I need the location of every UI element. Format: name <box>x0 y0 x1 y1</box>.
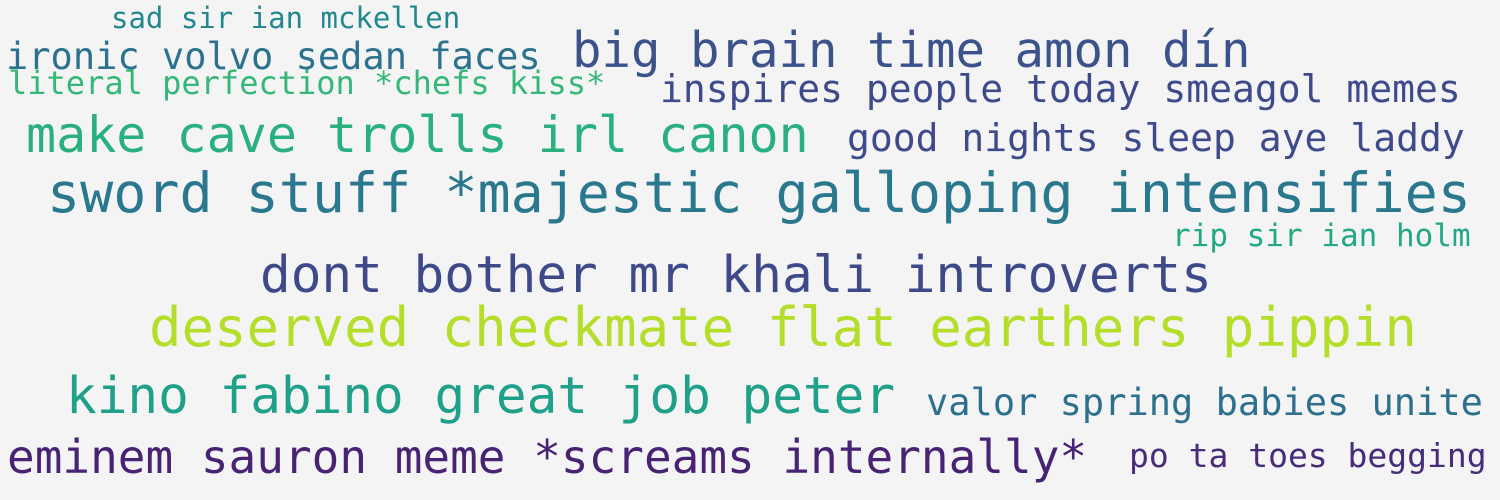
word-big-brain-time-amon-din: big brain time amon dín <box>572 22 1251 79</box>
word-deserved-checkmate: deserved checkmate flat earthers pippin <box>149 296 1417 359</box>
word-po-ta-toes-begging: po ta toes begging <box>1129 436 1487 475</box>
word-inspires-people-today: inspires people today smeagol memes <box>660 67 1461 111</box>
word-sword-stuff: sword stuff *majestic galloping intensif… <box>47 161 1471 225</box>
word-literal-perfection: literal perfection *chefs kiss* <box>8 64 606 102</box>
word-good-nights-sleep: good nights sleep aye laddy <box>847 116 1465 160</box>
word-kino-fabino: kino fabino great job peter <box>66 367 896 426</box>
word-dont-bother-mr-khali: dont bother mr khali introverts <box>260 246 1212 305</box>
word-eminem-sauron-meme: eminem sauron meme *screams internally* <box>7 430 1088 484</box>
word-sad-sir-ian-mckellen: sad sir ian mckellen <box>111 1 461 35</box>
word-valor-spring-babies: valor spring babies unite <box>926 381 1483 424</box>
word-make-cave-trolls: make cave trolls irl canon <box>26 106 809 164</box>
word-ironic-volvo-sedan-faces: ironic volvo sedan faces <box>6 35 541 78</box>
word-rip-sir-ian-holm: rip sir ian holm <box>1172 218 1471 254</box>
